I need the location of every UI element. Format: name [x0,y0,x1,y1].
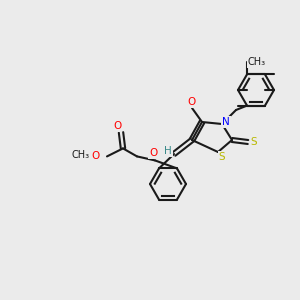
Text: O: O [149,148,157,158]
Text: O: O [113,122,121,131]
Text: S: S [251,137,257,147]
Text: O: O [188,97,196,107]
Text: CH₃: CH₃ [72,150,90,161]
Text: S: S [219,152,225,162]
Text: CH₃: CH₃ [248,57,266,68]
Text: O: O [91,152,99,161]
Text: N: N [222,117,230,127]
Text: H: H [164,146,172,156]
